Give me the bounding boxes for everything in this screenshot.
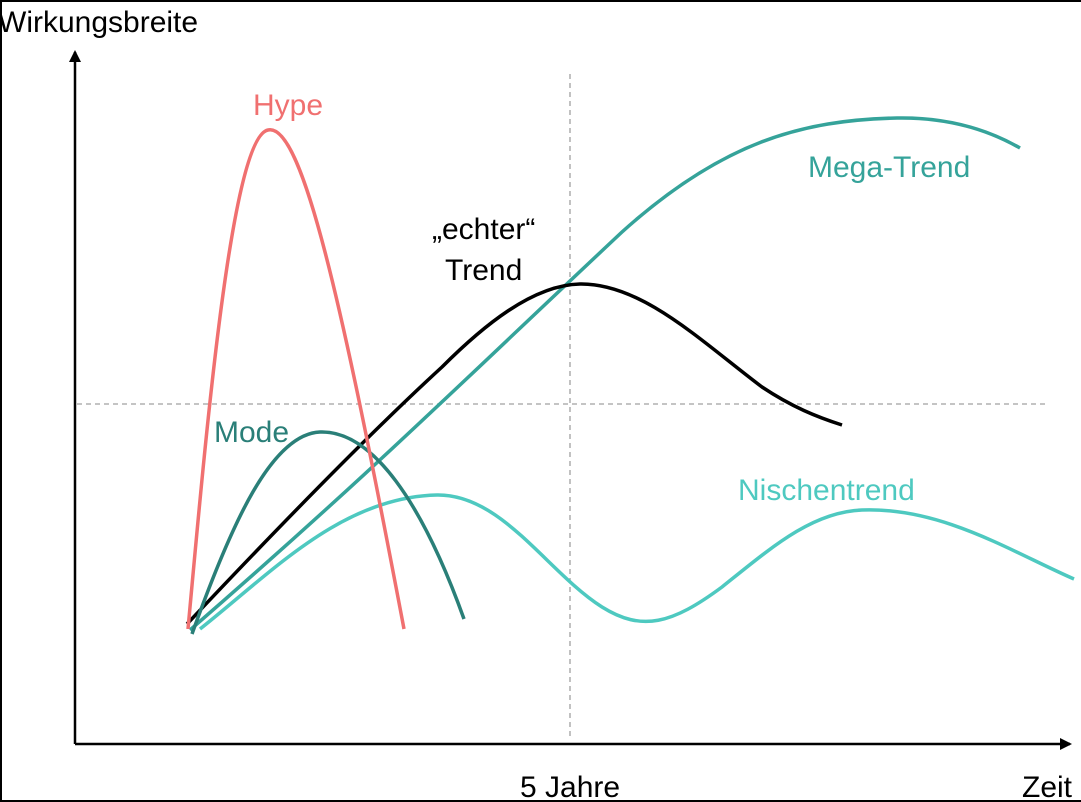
hype-label: Hype [253, 89, 323, 122]
nischentrend-label: Nischentrend [738, 474, 915, 507]
hype-curve [186, 128, 406, 630]
echter-trend-label-line1: „echter“ [432, 213, 535, 246]
echter-trend-curve [185, 282, 843, 626]
nischentrend-curve [198, 493, 1075, 631]
mega-trend-label: Mega-Trend [808, 151, 970, 184]
mega-trend-curve [188, 116, 1021, 632]
mode-curve [190, 430, 466, 635]
echter-trend-label-line2: Trend [445, 254, 522, 287]
y-axis-label: Wirkungsbreite [2, 6, 198, 39]
x-axis-label: Zeit [1022, 771, 1073, 802]
five-year-label: 5 Jahre [520, 771, 620, 802]
mode-label: Mode [214, 416, 289, 449]
